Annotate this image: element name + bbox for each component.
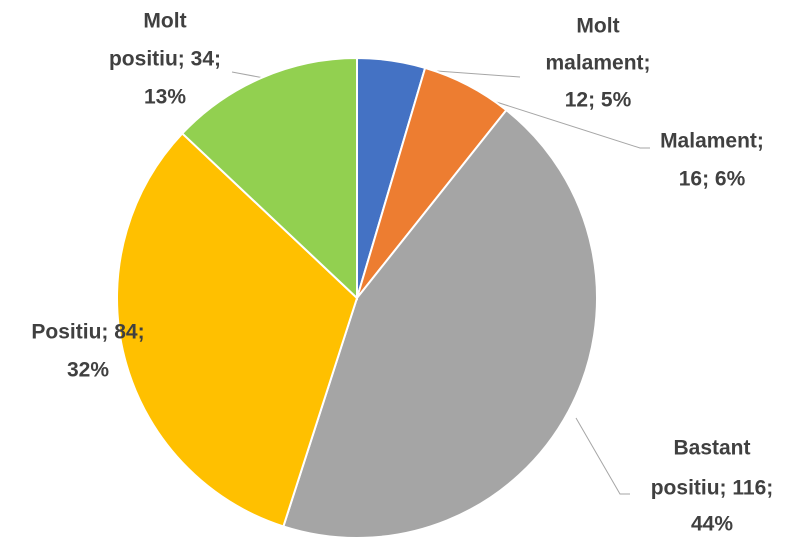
data-label: positiu; 34;	[109, 48, 221, 71]
data-label: Positiu; 84;	[31, 321, 144, 344]
pie-slice	[116, 132, 359, 528]
leader-line	[489, 99, 650, 149]
data-label: 16; 6%	[679, 168, 746, 191]
data-label: 12; 5%	[565, 89, 632, 112]
data-label: Malament;	[660, 130, 764, 153]
data-label: positiu; 116;	[651, 477, 774, 500]
data-label: 32%	[67, 359, 109, 382]
data-label: Bastant	[673, 437, 750, 460]
leader-line	[575, 417, 630, 495]
data-label: malament;	[545, 52, 650, 75]
data-label: Molt	[576, 15, 619, 38]
leader-line	[422, 69, 521, 78]
pie-slice	[282, 108, 598, 539]
leader-line	[231, 71, 265, 79]
pie-slice	[180, 56, 358, 301]
data-label: 13%	[144, 86, 186, 109]
data-label: Molt	[143, 10, 186, 33]
data-label: 44%	[691, 513, 733, 536]
leader-lines	[231, 69, 650, 495]
